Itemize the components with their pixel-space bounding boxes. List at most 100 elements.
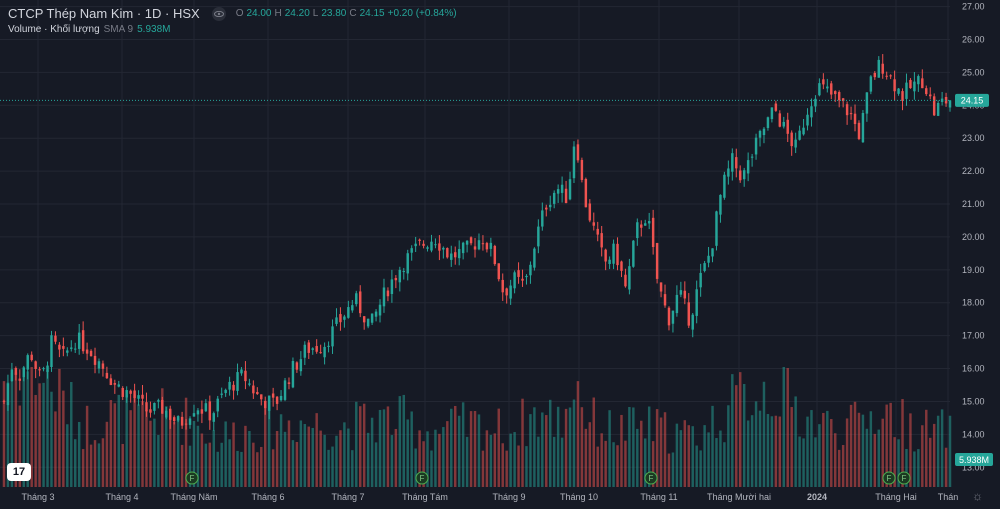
tradingview-logo-icon[interactable]: 17 (7, 463, 31, 481)
volume-bar (667, 453, 671, 487)
volume-bar (267, 401, 271, 487)
candle-body (457, 249, 461, 259)
volume-bar (683, 420, 687, 487)
volume-bar (46, 370, 49, 487)
volume-bar (837, 449, 841, 487)
volume-bar (204, 443, 208, 487)
volume-bar (50, 391, 53, 487)
candle-body (351, 305, 354, 311)
volume-bar (394, 428, 398, 487)
volume-legend-label[interactable]: Volume · Khối lượng (8, 24, 100, 35)
volume-bar (422, 441, 425, 487)
volume-bar (287, 420, 291, 487)
volume-bar (465, 436, 469, 487)
candle-body (291, 360, 295, 388)
volume-bar (834, 433, 837, 487)
candle-body (58, 344, 61, 350)
candle-body (790, 132, 793, 147)
candle-body (402, 271, 405, 273)
event-marker-circle (882, 471, 896, 485)
volume-bar (699, 450, 702, 487)
event-marker[interactable]: F (644, 471, 658, 485)
volume-bar (636, 428, 639, 487)
candle-body (517, 270, 520, 277)
volume-bar (758, 410, 762, 487)
volume-bar (299, 420, 303, 487)
event-marker[interactable]: F (882, 471, 896, 485)
candle-body (572, 146, 576, 179)
candle-body (299, 359, 303, 372)
volume-bar (339, 430, 342, 487)
candle-body (493, 245, 497, 265)
candle-body (2, 400, 6, 402)
volume-sma-label: SMA 9 (103, 24, 134, 35)
candle-body (742, 170, 746, 180)
candle-body (766, 117, 770, 128)
candle-body (66, 350, 69, 353)
candle-body (204, 403, 208, 412)
candle-body (667, 307, 671, 326)
volume-bar (169, 410, 172, 487)
volume-bar (556, 406, 560, 487)
candle-body (762, 128, 766, 136)
volume-bar (153, 418, 156, 487)
volume-bar (279, 414, 283, 487)
candle-body (54, 335, 57, 342)
x-tick-label: Tháng 10 (560, 492, 598, 502)
volume-bar (359, 406, 362, 487)
event-marker[interactable]: F (897, 471, 911, 485)
volume-bar (695, 445, 698, 487)
candle-body (624, 274, 627, 287)
volume-bar (707, 432, 710, 487)
candle-body (778, 113, 782, 127)
event-marker[interactable]: F (415, 471, 429, 485)
candle-body (279, 395, 283, 401)
time-axis[interactable]: Tháng 3 Tháng 4 Tháng Năm Tháng 6 Tháng 7 Thá… (21, 492, 958, 502)
candle-body (647, 221, 651, 224)
volume-bar (74, 439, 77, 487)
volume-bar (434, 429, 437, 487)
symbol-title[interactable]: CTCP Thép Nam Kim · 1D · HSX (8, 6, 200, 21)
volume-bar (244, 425, 247, 487)
candle-body (564, 188, 568, 204)
event-marker-label: F (887, 474, 892, 483)
candle-body (295, 362, 299, 370)
volume-bar (58, 368, 61, 487)
candle-body (739, 170, 742, 181)
volume-bar (14, 372, 18, 487)
volume-bar (493, 433, 497, 487)
candle-body (545, 207, 548, 210)
volume-bar (513, 432, 516, 487)
price-axis[interactable]: 13.00 14.00 15.00 16.00 17.00 18.00 19.00 20.00… (962, 2, 985, 473)
volume-bar (905, 448, 908, 487)
volume-bar (81, 449, 85, 487)
candle-body (216, 398, 219, 412)
volume-bar (457, 415, 461, 487)
price-candles (2, 54, 952, 431)
candle-body (556, 189, 560, 194)
candle-body (897, 88, 900, 94)
event-marker-circle (185, 471, 199, 485)
candle-body (77, 332, 81, 349)
volume-bar (291, 440, 295, 487)
eye-icon[interactable] (211, 6, 226, 21)
volume-bar (176, 418, 180, 487)
candle-body (699, 272, 702, 288)
volume-bar (442, 427, 445, 487)
volume-bar (62, 390, 65, 487)
candle-body (224, 389, 227, 394)
volume-bar (382, 409, 386, 487)
gear-icon[interactable]: ☼ (972, 489, 983, 503)
volume-bar (782, 367, 785, 487)
event-marker[interactable]: F (185, 471, 199, 485)
candle-body (691, 314, 694, 330)
event-marker-label: F (649, 474, 654, 483)
volume-bar (727, 405, 730, 487)
candle-body (109, 378, 113, 386)
candle-body (679, 290, 683, 295)
volume-bar (533, 407, 536, 487)
candle-body (74, 348, 77, 350)
volume-bar (121, 443, 124, 487)
